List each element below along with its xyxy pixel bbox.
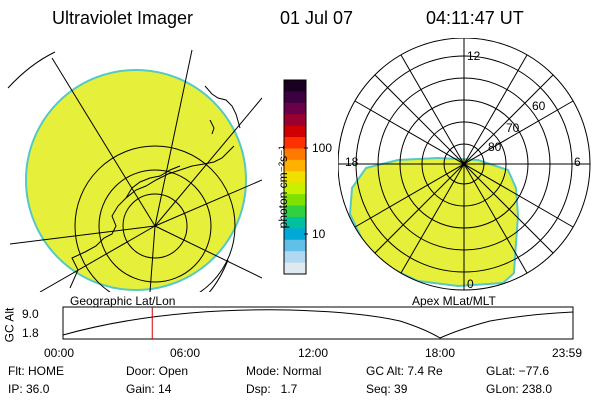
colorbar-stripe <box>284 262 306 275</box>
timeline-ytick-top: 9.0 <box>22 307 39 321</box>
orbit-timeline <box>62 306 574 340</box>
info-mode: Mode: Normal <box>246 364 322 378</box>
timeline-axis-label: GC Alt <box>2 307 17 343</box>
mlt-label-0: 0 <box>467 277 474 291</box>
colorbar-stripe <box>284 102 306 115</box>
colorbar-tick-10: 10 <box>312 227 326 241</box>
mlt-label-12: 12 <box>467 49 481 63</box>
instrument-title: Ultraviolet Imager <box>52 8 194 28</box>
info-dsp: Dsp: 1.7 <box>246 382 298 396</box>
info-flt: Flt: HOME <box>8 364 64 378</box>
timeline-xtick-4: 23:59 <box>552 346 583 360</box>
mlat-label-60: 60 <box>532 99 546 113</box>
info-door: Door: Open <box>126 364 189 378</box>
colorbar-stripe <box>284 148 306 161</box>
apex-map-label: Apex MLat/MLT <box>412 294 496 308</box>
mlat-label-70: 70 <box>506 121 520 135</box>
info-seq: Seq: 39 <box>366 382 408 396</box>
info-gain: Gain: 14 <box>126 382 172 396</box>
colorbar-stripe <box>284 114 306 127</box>
colorbar <box>283 79 308 275</box>
timeline-xtick-0: 00:00 <box>44 346 75 360</box>
info-glat: GLat: −77.6 <box>486 364 550 378</box>
colorbar-stripe <box>284 205 306 218</box>
aurora-image-geo <box>25 69 247 291</box>
colorbar-stripe <box>284 125 306 138</box>
colorbar-stripe <box>284 251 306 264</box>
colorbar-stripe <box>284 137 306 149</box>
colorbar-stripe <box>284 171 306 184</box>
geo-map-label: Geographic Lat/Lon <box>70 294 176 308</box>
time-label: 04:11:47 UT <box>426 8 524 28</box>
colorbar-stripe <box>284 182 306 195</box>
mlt-label-18: 18 <box>345 155 359 169</box>
date-label: 01 Jul 07 <box>280 8 354 28</box>
geographic-map <box>7 49 262 292</box>
info-ip: IP: 36.0 <box>8 382 50 396</box>
colorbar-stripe <box>284 159 306 172</box>
colorbar-stripe <box>284 80 306 92</box>
colorbar-stripe <box>284 91 306 104</box>
colorbar-stripe <box>284 216 306 229</box>
aurora-image-apex <box>348 156 520 288</box>
info-glon: GLon: 238.0 <box>486 382 553 396</box>
mlat-label-80: 80 <box>488 140 502 154</box>
colorbar-stripe <box>284 239 306 252</box>
apex-polar-map: 80 70 60 12 18 6 0 <box>338 38 591 291</box>
timeline-xtick-2: 12:00 <box>298 346 329 360</box>
colorbar-stripe <box>284 194 306 207</box>
colorbar-unit-label: photon cm⁻²s⁻¹ <box>276 145 290 229</box>
timeline-xtick-3: 18:00 <box>425 346 456 360</box>
timeline-ytick-bottom: 1.8 <box>22 326 39 340</box>
mlt-label-6: 6 <box>574 155 581 169</box>
colorbar-stripe <box>284 228 306 241</box>
info-gcalt: GC Alt: 7.4 Re <box>366 364 443 378</box>
orbit-altitude-curve <box>62 309 574 339</box>
timeline-xtick-1: 06:00 <box>170 346 201 360</box>
colorbar-tick-100: 100 <box>312 141 333 155</box>
